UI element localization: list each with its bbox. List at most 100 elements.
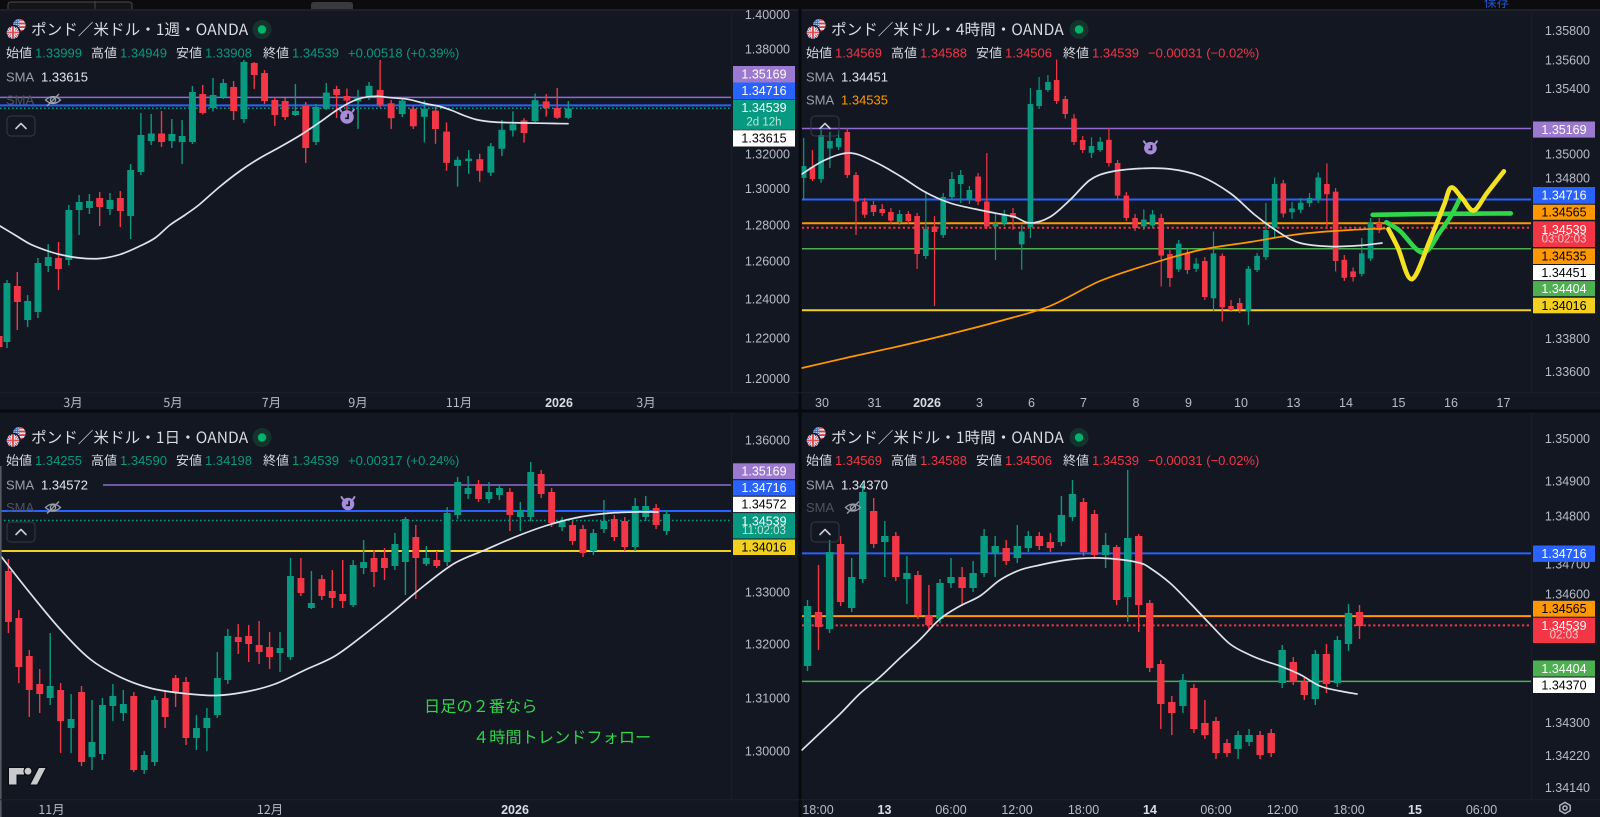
svg-text:1.24000: 1.24000 bbox=[745, 292, 790, 306]
svg-text:1.34565: 1.34565 bbox=[1541, 206, 1586, 220]
svg-text:1.33615: 1.33615 bbox=[741, 132, 786, 146]
svg-text:1.34539: 1.34539 bbox=[1541, 619, 1586, 633]
svg-text:06:00: 06:00 bbox=[1466, 803, 1497, 817]
svg-text:1.34539: 1.34539 bbox=[741, 101, 786, 115]
svg-text:SMA: SMA bbox=[6, 93, 35, 108]
svg-text:1.34451: 1.34451 bbox=[841, 70, 888, 85]
svg-text:1.35169: 1.35169 bbox=[741, 68, 786, 82]
svg-text:14: 14 bbox=[1143, 803, 1157, 817]
svg-text:1.34370: 1.34370 bbox=[841, 478, 888, 493]
svg-text:1.30000: 1.30000 bbox=[745, 182, 790, 196]
svg-text:1.34016: 1.34016 bbox=[1541, 299, 1586, 313]
svg-text:1.34539: 1.34539 bbox=[292, 453, 339, 468]
svg-text:1.33908: 1.33908 bbox=[205, 46, 252, 61]
svg-text:1.34900: 1.34900 bbox=[1545, 475, 1590, 489]
svg-text:1.32000: 1.32000 bbox=[745, 638, 790, 652]
svg-text:1.34198: 1.34198 bbox=[205, 453, 252, 468]
svg-text:−0.00031 (−0.02%): −0.00031 (−0.02%) bbox=[1148, 453, 1259, 468]
svg-text:1.34572: 1.34572 bbox=[741, 498, 786, 512]
svg-text:06:00: 06:00 bbox=[935, 803, 966, 817]
svg-text:1.36000: 1.36000 bbox=[745, 433, 790, 447]
svg-text:1.34588: 1.34588 bbox=[920, 453, 967, 468]
svg-text:18:00: 18:00 bbox=[1333, 803, 1364, 817]
svg-text:1.33615: 1.33615 bbox=[41, 70, 88, 85]
svg-text:1.34539: 1.34539 bbox=[1092, 453, 1139, 468]
svg-text:15: 15 bbox=[1392, 396, 1406, 410]
svg-text:18:00: 18:00 bbox=[802, 803, 833, 817]
svg-text:1.34800: 1.34800 bbox=[1545, 171, 1590, 185]
svg-text:SMA: SMA bbox=[806, 93, 835, 108]
svg-text:1.38000: 1.38000 bbox=[745, 42, 790, 56]
svg-text:1.35800: 1.35800 bbox=[1545, 24, 1590, 38]
svg-text:1.22000: 1.22000 bbox=[745, 332, 790, 346]
svg-text:1.35000: 1.35000 bbox=[1545, 148, 1590, 162]
svg-text:3: 3 bbox=[976, 396, 983, 410]
svg-text:12:00: 12:00 bbox=[1267, 803, 1298, 817]
svg-text:1.35400: 1.35400 bbox=[1545, 82, 1590, 96]
svg-text:31: 31 bbox=[868, 396, 882, 410]
svg-text:2026: 2026 bbox=[501, 803, 529, 817]
svg-text:12:00: 12:00 bbox=[1001, 803, 1032, 817]
svg-text:1.34506: 1.34506 bbox=[1005, 453, 1052, 468]
svg-text:15: 15 bbox=[1408, 803, 1422, 817]
svg-text:2026: 2026 bbox=[913, 396, 941, 410]
svg-text:SMA: SMA bbox=[6, 500, 35, 515]
svg-text:1.34569: 1.34569 bbox=[835, 453, 882, 468]
svg-text:SMA: SMA bbox=[6, 70, 35, 85]
svg-text:1.31000: 1.31000 bbox=[745, 691, 790, 705]
svg-text:1.35000: 1.35000 bbox=[1545, 432, 1590, 446]
svg-text:1.34539: 1.34539 bbox=[741, 515, 786, 529]
svg-text:1.34569: 1.34569 bbox=[835, 46, 882, 61]
svg-text:1.34451: 1.34451 bbox=[1541, 266, 1586, 280]
svg-text:10: 10 bbox=[1234, 396, 1248, 410]
svg-text:−0.00031 (−0.02%): −0.00031 (−0.02%) bbox=[1148, 46, 1259, 61]
svg-text:16: 16 bbox=[1444, 396, 1458, 410]
svg-text:1.34370: 1.34370 bbox=[1541, 679, 1586, 693]
svg-text:30: 30 bbox=[815, 396, 829, 410]
svg-text:1.34300: 1.34300 bbox=[1545, 716, 1590, 730]
svg-text:13: 13 bbox=[1287, 396, 1301, 410]
svg-text:1.34404: 1.34404 bbox=[1541, 282, 1586, 296]
svg-text:03:02:03: 03:02:03 bbox=[1542, 234, 1587, 246]
svg-text:1.35169: 1.35169 bbox=[1541, 123, 1586, 137]
svg-text:SMA: SMA bbox=[806, 478, 835, 493]
svg-text:7: 7 bbox=[1080, 396, 1087, 410]
svg-text:1.34716: 1.34716 bbox=[741, 481, 786, 495]
svg-text:14: 14 bbox=[1339, 396, 1353, 410]
svg-text:1.34716: 1.34716 bbox=[1541, 547, 1586, 561]
svg-text:1.34140: 1.34140 bbox=[1545, 781, 1590, 795]
svg-text:1.34539: 1.34539 bbox=[292, 46, 339, 61]
svg-text:SMA: SMA bbox=[806, 500, 835, 515]
svg-text:1.34588: 1.34588 bbox=[920, 46, 967, 61]
svg-text:06:00: 06:00 bbox=[1200, 803, 1231, 817]
svg-text:1.34572: 1.34572 bbox=[41, 478, 88, 493]
svg-text:1.34565: 1.34565 bbox=[1541, 602, 1586, 616]
svg-text:1.40000: 1.40000 bbox=[745, 8, 790, 22]
svg-text:1.34016: 1.34016 bbox=[741, 541, 786, 555]
svg-text:1.34220: 1.34220 bbox=[1545, 749, 1590, 763]
svg-text:2026: 2026 bbox=[545, 396, 573, 410]
svg-text:SMA: SMA bbox=[806, 70, 835, 85]
svg-text:13: 13 bbox=[878, 803, 892, 817]
svg-text:02:03: 02:03 bbox=[1550, 630, 1579, 642]
svg-text:1.33800: 1.33800 bbox=[1545, 332, 1590, 346]
svg-text:1.30000: 1.30000 bbox=[745, 745, 790, 759]
svg-text:1.34600: 1.34600 bbox=[1545, 588, 1590, 602]
svg-text:18:00: 18:00 bbox=[1068, 803, 1099, 817]
svg-text:1.34539: 1.34539 bbox=[1092, 46, 1139, 61]
svg-text:1.33000: 1.33000 bbox=[745, 585, 790, 599]
svg-text:11:02:03: 11:02:03 bbox=[742, 525, 786, 537]
svg-text:1.35600: 1.35600 bbox=[1545, 53, 1590, 67]
svg-text:1.34800: 1.34800 bbox=[1545, 509, 1590, 523]
svg-text:+0.00518 (+0.39%): +0.00518 (+0.39%) bbox=[348, 46, 459, 61]
svg-text:+0.00317 (+0.24%): +0.00317 (+0.24%) bbox=[348, 453, 459, 468]
svg-text:6: 6 bbox=[1028, 396, 1035, 410]
svg-text:1.34716: 1.34716 bbox=[741, 84, 786, 98]
svg-text:8: 8 bbox=[1133, 396, 1140, 410]
svg-text:1.34404: 1.34404 bbox=[1541, 662, 1586, 676]
svg-text:1.34255: 1.34255 bbox=[35, 453, 82, 468]
svg-text:1.28000: 1.28000 bbox=[745, 218, 790, 232]
svg-text:1.33600: 1.33600 bbox=[1545, 365, 1590, 379]
svg-text:1.34535: 1.34535 bbox=[841, 93, 888, 108]
svg-text:1.34506: 1.34506 bbox=[1005, 46, 1052, 61]
